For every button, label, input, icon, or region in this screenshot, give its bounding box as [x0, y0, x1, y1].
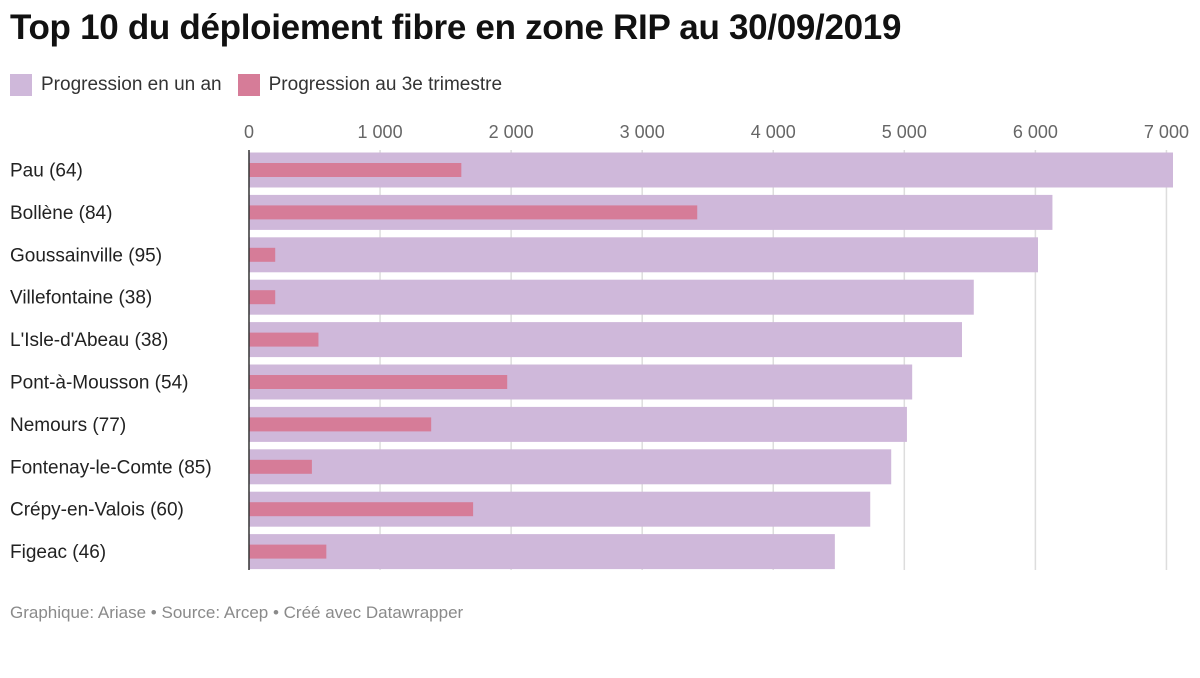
legend-swatch-year — [10, 74, 32, 96]
x-tick-label: 2 000 — [489, 122, 534, 142]
bar-progression-3e-trimestre — [249, 332, 319, 347]
bar-progression-un-an — [249, 237, 1039, 273]
chart-footer: Graphique: Ariase • Source: Arcep • Créé… — [10, 603, 464, 622]
category-label: L'Isle-d'Abeau (38) — [10, 330, 168, 351]
legend: Progression en un an Progression au 3e t… — [10, 72, 518, 98]
bar-progression-un-an — [249, 449, 892, 485]
x-tick-label: 6 000 — [1013, 122, 1058, 142]
bar-progression-3e-trimestre — [249, 375, 508, 389]
legend-item-year: Progression en un an — [10, 74, 222, 96]
bar-progression-3e-trimestre — [249, 544, 327, 559]
bar-chart: 0 1 000 2 000 3 000 4 000 5 000 6 000 7 000 Pau … — [10, 122, 1189, 570]
x-tick-label: 7 000 — [1144, 122, 1189, 142]
category-label: Crépy-en-Valois (60) — [10, 500, 184, 521]
bar-progression-un-an — [249, 322, 962, 358]
legend-item-quarter: Progression au 3e trimestre — [237, 74, 503, 96]
category-label: Villefontaine (38) — [10, 288, 152, 309]
legend-swatch-quarter — [237, 74, 260, 96]
bar-progression-3e-trimestre — [249, 205, 698, 220]
bar-progression-3e-trimestre — [249, 247, 276, 262]
category-label: Goussainville (95) — [10, 245, 162, 266]
bar-progression-3e-trimestre — [249, 163, 462, 177]
category-label: Pont-à-Mousson (54) — [10, 373, 188, 394]
category-label: Bollène (84) — [10, 203, 112, 224]
category-label: Nemours (77) — [10, 415, 126, 436]
x-tick-label: 1 000 — [358, 122, 403, 142]
x-tick-label: 5 000 — [882, 122, 927, 142]
bar-progression-3e-trimestre — [249, 417, 432, 432]
category-label: Fontenay-le-Comte (85) — [10, 457, 212, 478]
chart-title: Top 10 du déploiement fibre en zone RIP … — [10, 8, 902, 47]
legend-label-quarter: Progression au 3e trimestre — [268, 74, 503, 95]
bar-progression-un-an — [249, 534, 835, 570]
x-tick-label: 3 000 — [620, 122, 665, 142]
bar-progression-3e-trimestre — [249, 459, 312, 474]
bar-progression-3e-trimestre — [249, 290, 276, 305]
bar-progression-un-an — [249, 279, 974, 315]
category-label: Pau (64) — [10, 161, 83, 182]
x-tick-label: 4 000 — [751, 122, 796, 142]
x-tick-label: 0 — [244, 122, 254, 142]
category-label: Figeac (46) — [10, 542, 106, 563]
legend-label-year: Progression en un an — [41, 74, 222, 95]
bar-progression-3e-trimestre — [249, 502, 474, 517]
